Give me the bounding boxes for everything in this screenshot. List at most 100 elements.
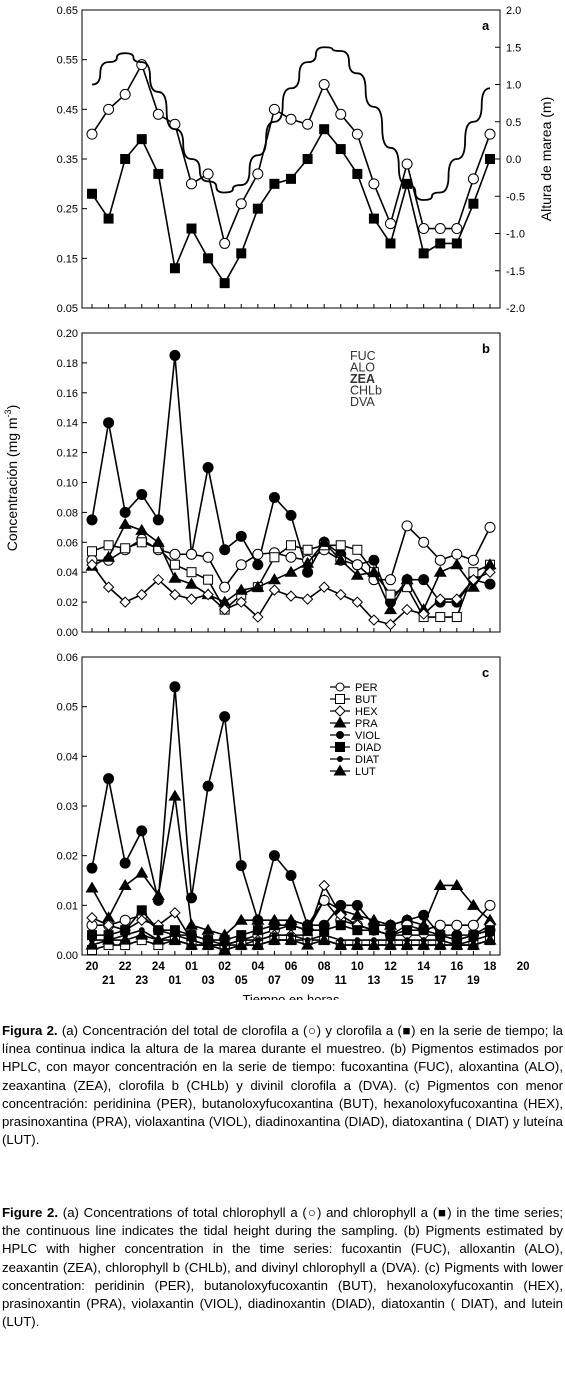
y-tick-label: 0.02 bbox=[57, 851, 78, 863]
legend-label-b: DVA bbox=[350, 395, 375, 409]
data-point-b-4 bbox=[368, 614, 380, 626]
data-point-c-0 bbox=[285, 870, 297, 882]
data-point-b-3 bbox=[284, 565, 298, 577]
series-line-b-0 bbox=[91, 355, 491, 604]
y-right-tick-label: 2.0 bbox=[506, 5, 521, 17]
panel-b: 0.00 0.02 0.04 0.06 0.08 0.10 0.12 0.14 0.16 0.18… bbox=[57, 328, 501, 639]
data-point-a-1 bbox=[485, 154, 495, 164]
data-point-b-2 bbox=[451, 612, 462, 623]
data-point-b-3 bbox=[334, 553, 348, 565]
data-point-b-4 bbox=[235, 596, 247, 608]
data-point-a-0 bbox=[484, 128, 496, 140]
data-point-c-5 bbox=[136, 905, 147, 916]
data-point-c-1 bbox=[201, 923, 215, 935]
y-tick-label: 0.18 bbox=[57, 358, 78, 370]
data-point-b-2 bbox=[203, 574, 214, 585]
panel-a-letter: a bbox=[482, 18, 490, 33]
data-point-b-3 bbox=[433, 565, 447, 577]
data-point-c-1 bbox=[350, 908, 364, 920]
data-point-b-2 bbox=[286, 540, 296, 551]
y-tick-label: 0.06 bbox=[57, 652, 78, 664]
data-point-c-5 bbox=[236, 930, 247, 941]
data-point-a-0 bbox=[434, 223, 446, 235]
y-tick-label: 0.65 bbox=[57, 5, 78, 17]
data-point-b-3 bbox=[466, 580, 480, 592]
data-point-b-1 bbox=[484, 521, 496, 533]
data-point-b-2 bbox=[120, 543, 131, 554]
data-point-c-5 bbox=[335, 920, 346, 931]
caption-spanish-text: (a) Concentración del total de clorofila… bbox=[2, 1023, 563, 1148]
data-point-b-0 bbox=[302, 566, 314, 578]
data-point-a-0 bbox=[385, 218, 396, 230]
panel-b-frame bbox=[81, 332, 501, 633]
legend-label-c: HEX bbox=[355, 706, 378, 718]
legend-label-b: CHLb bbox=[350, 384, 382, 398]
data-point-a-0 bbox=[103, 103, 115, 115]
data-point-a-0 bbox=[318, 79, 330, 90]
series-line-a-1 bbox=[91, 127, 491, 285]
legend-marker-c bbox=[333, 764, 347, 776]
x-tick-label: 12 bbox=[384, 961, 397, 973]
data-point-b-3 bbox=[102, 550, 116, 562]
data-point-b-0 bbox=[252, 559, 264, 571]
data-point-a-1 bbox=[368, 213, 379, 224]
data-point-b-1 bbox=[467, 554, 479, 566]
x-tick-label: 13 bbox=[368, 975, 381, 987]
data-point-c-7 bbox=[483, 933, 497, 945]
data-point-b-4 bbox=[484, 566, 496, 578]
data-point-b-4 bbox=[136, 588, 148, 601]
legend-marker-c bbox=[334, 705, 346, 717]
data-point-b-4 bbox=[417, 608, 430, 620]
x-tick-label: 01 bbox=[169, 975, 182, 987]
data-point-b-4 bbox=[335, 588, 347, 601]
data-point-c-2 bbox=[467, 919, 479, 931]
data-point-a-1 bbox=[418, 248, 429, 259]
data-point-c-5 bbox=[485, 925, 495, 936]
data-point-c-0 bbox=[351, 899, 363, 911]
data-point-a-0 bbox=[451, 223, 463, 235]
legend-label-c: VIOL bbox=[355, 730, 380, 742]
data-point-b-3 bbox=[234, 583, 248, 595]
data-point-c-2 bbox=[119, 914, 131, 926]
data-point-b-2 bbox=[435, 612, 446, 623]
series-line-c-0 bbox=[91, 686, 491, 936]
caption-english-label: Figure 2. bbox=[2, 1205, 59, 1220]
data-point-c-7 bbox=[367, 938, 381, 950]
data-point-b-3 bbox=[367, 565, 381, 577]
data-point-c-7 bbox=[317, 933, 331, 945]
y-right-tick-label: -0.5 bbox=[506, 191, 525, 203]
legend-label-b: ALO bbox=[350, 361, 375, 375]
y-tick-label: 0.35 bbox=[57, 154, 78, 166]
x-tick-label: 21 bbox=[102, 975, 115, 987]
x-tick-label: 04 bbox=[251, 961, 264, 973]
y-tick-label: 0.06 bbox=[57, 537, 78, 549]
tide-height-line bbox=[91, 46, 491, 201]
data-point-c-7 bbox=[251, 938, 265, 950]
data-point-b-1 bbox=[451, 548, 463, 560]
data-point-a-1 bbox=[335, 144, 346, 155]
x-tick-label: 17 bbox=[434, 975, 447, 987]
data-point-c-7 bbox=[201, 938, 215, 950]
panel-b-letter: b bbox=[482, 341, 490, 356]
data-point-b-3 bbox=[267, 573, 281, 585]
data-point-b-4 bbox=[434, 593, 446, 605]
data-point-c-7 bbox=[234, 938, 248, 950]
data-point-b-4 bbox=[252, 611, 264, 623]
x-tick-label: 14 bbox=[417, 961, 430, 973]
x-tick-label: 20 bbox=[86, 961, 99, 973]
data-point-b-0 bbox=[86, 514, 98, 526]
panel-a-frame bbox=[81, 9, 501, 309]
data-point-b-4 bbox=[351, 596, 364, 608]
data-point-a-1 bbox=[302, 154, 313, 164]
data-point-a-0 bbox=[467, 173, 479, 185]
data-point-b-2 bbox=[385, 589, 396, 600]
data-point-b-4 bbox=[185, 593, 198, 605]
caption-spanish: Figura 2. (a) Concentración del total de… bbox=[2, 1022, 563, 1149]
data-point-b-1 bbox=[351, 559, 363, 571]
y-right-tick-label: -2.0 bbox=[506, 303, 525, 315]
data-point-b-1 bbox=[401, 520, 413, 532]
data-point-a-1 bbox=[186, 223, 197, 234]
data-point-c-7 bbox=[135, 928, 149, 940]
data-point-a-1 bbox=[269, 178, 280, 189]
data-point-c-0 bbox=[169, 681, 181, 693]
